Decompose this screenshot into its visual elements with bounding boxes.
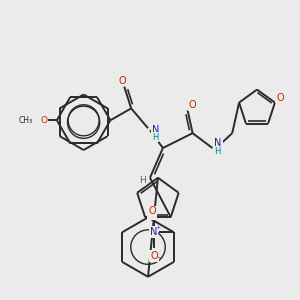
Text: O: O bbox=[40, 116, 47, 125]
Text: N: N bbox=[150, 227, 158, 237]
Text: H: H bbox=[139, 176, 145, 185]
Text: O: O bbox=[150, 251, 158, 261]
Text: O: O bbox=[276, 93, 284, 103]
Text: O: O bbox=[118, 76, 126, 85]
Text: +: + bbox=[155, 225, 160, 230]
Text: O: O bbox=[148, 209, 156, 219]
Text: O: O bbox=[148, 206, 156, 216]
Text: N: N bbox=[152, 125, 159, 135]
Text: N: N bbox=[214, 138, 222, 148]
Text: H: H bbox=[214, 148, 221, 157]
Text: H: H bbox=[152, 133, 158, 142]
Text: −: − bbox=[156, 254, 164, 262]
Text: O: O bbox=[189, 100, 196, 110]
Text: CH₃: CH₃ bbox=[19, 116, 33, 125]
